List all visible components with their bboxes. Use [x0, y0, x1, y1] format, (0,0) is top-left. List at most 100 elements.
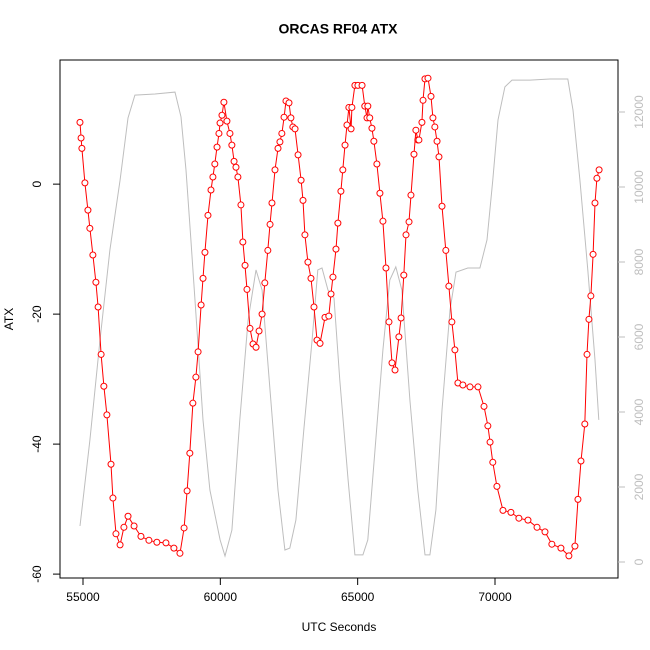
point — [548, 540, 556, 548]
x-tick-label: 65000 — [341, 590, 375, 604]
point — [451, 346, 459, 354]
point — [287, 114, 295, 122]
point — [213, 143, 221, 151]
point — [541, 528, 549, 536]
point — [194, 348, 202, 356]
point — [170, 544, 178, 552]
x-axis-label: UTC Seconds — [302, 620, 377, 634]
y-tick-label: -20 — [30, 305, 44, 323]
point — [373, 160, 381, 168]
point — [145, 536, 153, 544]
point — [266, 220, 274, 228]
point — [304, 258, 312, 266]
point — [484, 422, 492, 430]
point — [368, 124, 376, 132]
point — [334, 219, 342, 227]
point — [493, 482, 501, 490]
point — [124, 512, 132, 520]
point — [310, 303, 318, 311]
x-tick-label: 55000 — [66, 590, 100, 604]
point — [316, 339, 324, 347]
point — [448, 318, 456, 326]
point — [585, 315, 593, 323]
y2-tick-label: 2000 — [632, 473, 646, 500]
y2-tick-label: 6000 — [632, 323, 646, 350]
point — [400, 271, 408, 279]
point — [370, 137, 378, 145]
point — [274, 144, 282, 152]
point — [81, 179, 89, 187]
point — [162, 539, 170, 547]
point — [246, 324, 254, 332]
point — [220, 98, 228, 106]
point — [591, 199, 599, 207]
point — [391, 366, 399, 374]
point — [379, 217, 387, 225]
point — [474, 383, 482, 391]
point — [120, 523, 128, 531]
point — [347, 125, 355, 133]
y2-tick-label: 8000 — [632, 248, 646, 275]
point — [280, 113, 288, 121]
point — [325, 312, 333, 320]
point — [264, 246, 272, 254]
point — [97, 350, 105, 358]
point — [100, 382, 108, 390]
point — [76, 118, 84, 126]
point — [524, 516, 532, 524]
series-line — [79, 78, 600, 558]
point — [109, 494, 117, 502]
point — [397, 314, 405, 322]
point — [574, 495, 582, 503]
y2-tick-label: 12000 — [632, 95, 646, 129]
point — [486, 438, 494, 446]
point — [234, 173, 242, 181]
point — [364, 102, 372, 110]
point — [515, 514, 523, 522]
y2-tick-label: 10000 — [632, 170, 646, 204]
point — [557, 544, 565, 552]
point — [581, 420, 589, 428]
point — [358, 81, 366, 89]
y-tick-label: 0 — [30, 180, 44, 187]
point — [489, 458, 497, 466]
point — [589, 250, 597, 258]
point — [207, 186, 215, 194]
point — [226, 129, 234, 137]
point — [103, 411, 111, 419]
point — [197, 301, 205, 309]
point — [376, 189, 384, 197]
point — [77, 134, 85, 142]
point — [407, 191, 415, 199]
point — [232, 163, 240, 171]
point — [107, 460, 115, 468]
point — [153, 538, 161, 546]
point — [285, 99, 293, 107]
point — [228, 141, 236, 149]
point — [332, 245, 340, 253]
point — [435, 153, 443, 161]
point — [395, 333, 403, 341]
point — [405, 218, 413, 226]
point — [230, 157, 238, 165]
point — [388, 359, 396, 367]
point — [180, 524, 188, 532]
point — [237, 201, 245, 209]
point — [261, 279, 269, 287]
point — [112, 530, 120, 538]
point — [215, 129, 223, 137]
point — [343, 121, 351, 129]
point — [255, 327, 263, 335]
point — [271, 166, 279, 174]
point — [459, 381, 467, 389]
point — [329, 273, 337, 281]
point — [211, 160, 219, 168]
y2-tick-label: 0 — [632, 558, 646, 565]
point — [419, 96, 427, 104]
point — [587, 292, 595, 300]
point — [176, 549, 184, 557]
point — [252, 343, 260, 351]
point — [278, 129, 286, 137]
point — [415, 136, 423, 144]
point — [427, 92, 435, 100]
